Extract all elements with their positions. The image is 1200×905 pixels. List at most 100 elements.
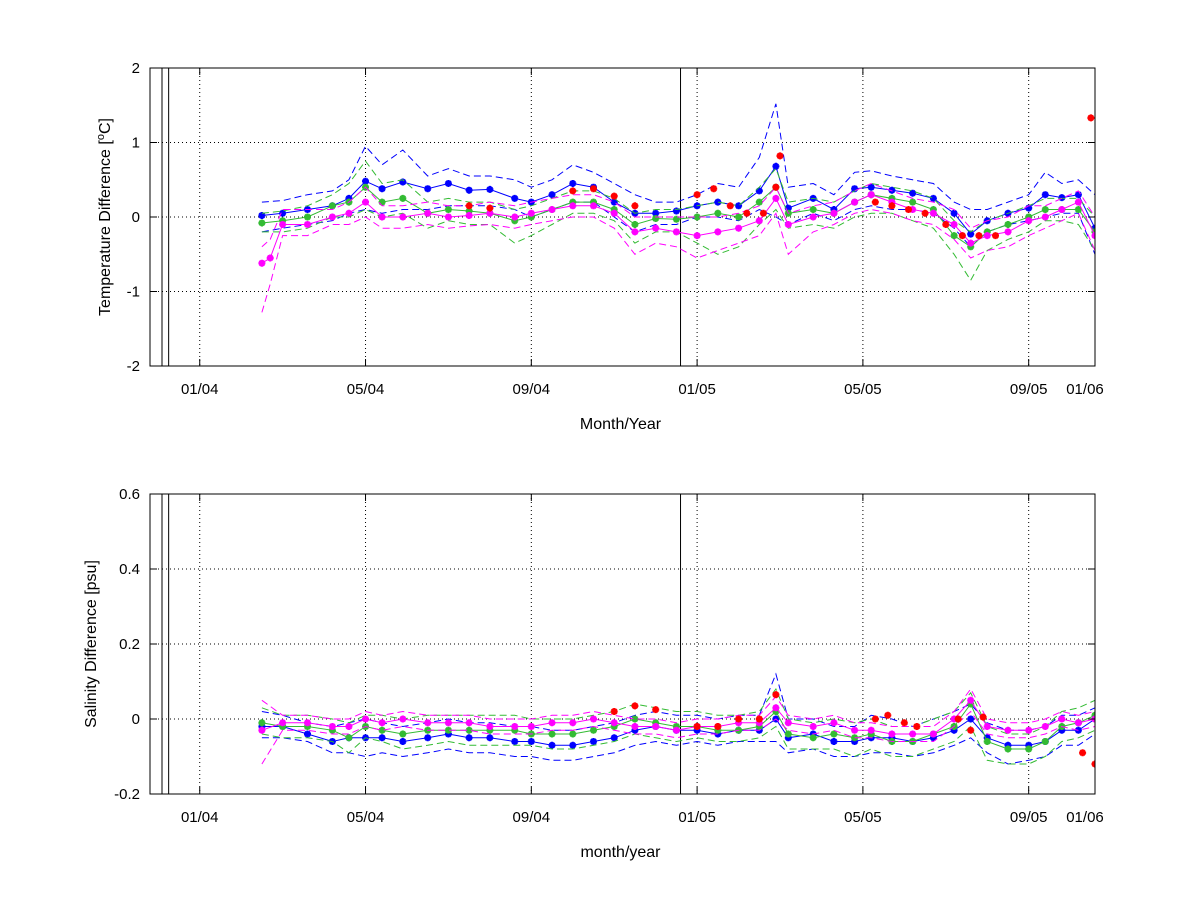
data-point [1041,206,1049,213]
data-point [328,213,336,221]
data-point [1121,723,1128,730]
data-point [784,730,792,738]
data-point [548,719,556,727]
data-point [672,207,680,215]
data-point [610,198,618,206]
x-tick-label: 09/04 [513,381,551,398]
series-series_green [258,687,1095,765]
data-point [378,719,386,727]
data-point [548,191,556,199]
y-tick-label: 0.6 [119,486,140,503]
data-point [735,715,743,723]
data-point [755,217,763,225]
data-point [1074,191,1082,199]
data-point [950,726,958,734]
data-point [362,198,369,206]
temperature-panel: 01/04 05/04 09/04 01/05 05/05 09/05 01/06 -2 -1 0… [95,60,1157,433]
data-point [1025,745,1033,753]
data-point [465,202,473,210]
data-point [755,187,763,195]
data-point [900,719,908,727]
data-point [983,232,991,240]
y-tick-label: 0.4 [119,561,140,578]
y-axis-label: Salinity Difference [psu] [83,560,100,728]
data-point [888,202,896,210]
y-tick-label: -0.2 [114,786,140,803]
x-tick-label: 05/04 [347,809,385,826]
data-point [888,186,896,194]
data-point [527,723,535,730]
data-point [279,723,287,730]
data-point [378,198,386,206]
data-point [830,206,838,213]
data-point [486,726,494,734]
series-series_red [465,114,1095,240]
data-point [424,185,432,193]
data-point [511,738,519,745]
data-point [1150,202,1157,209]
data-point [486,204,494,212]
data-point [569,741,577,749]
data-point [772,162,780,170]
data-point [714,209,722,217]
data-point [610,719,618,727]
data-point [631,228,639,236]
data-point [444,206,452,213]
data-point [735,719,743,727]
x-tick-label: 05/05 [844,809,882,826]
data-point [378,734,386,742]
data-point [809,723,817,730]
data-point [1025,204,1033,212]
data-point [1041,213,1049,221]
data-point [958,232,966,240]
data-point [755,198,763,206]
data-point [672,723,680,730]
data-point [1025,217,1033,225]
data-point [279,221,287,228]
data-point [905,206,912,213]
data-point [967,696,975,704]
data-point [328,202,336,210]
data-point [548,730,556,738]
data-point [1004,228,1012,236]
data-point [735,224,743,232]
data-point [569,180,577,187]
data-point [610,192,618,200]
data-point [465,734,473,742]
data-point [1074,206,1082,213]
data-point [759,209,767,217]
data-point [967,715,975,723]
series-line [261,194,1095,264]
data-point [772,691,780,699]
data-point [954,715,962,723]
data-point [1108,678,1115,685]
data-point [1150,716,1157,723]
data-point [399,738,407,745]
data-point [983,723,991,730]
data-point [888,730,896,738]
data-point [279,719,287,727]
data-point [569,198,577,206]
data-point [784,719,792,727]
data-point [258,212,266,219]
data-point [511,217,519,225]
data-point [784,221,792,228]
data-point [735,213,743,221]
data-point [1087,114,1095,122]
data-point [1074,719,1082,727]
data-point [772,194,780,202]
series-series_red [610,691,1123,768]
data-point [465,726,473,734]
data-point [1116,734,1123,741]
data-point [362,177,369,185]
data-point [548,741,556,749]
data-point [975,232,983,240]
data-point [693,213,701,221]
data-point [652,706,660,714]
data-point [652,224,660,232]
data-point [983,738,991,745]
data-point [304,213,311,221]
data-point [1137,176,1144,183]
data-point [1150,199,1157,206]
data-point [444,730,452,738]
